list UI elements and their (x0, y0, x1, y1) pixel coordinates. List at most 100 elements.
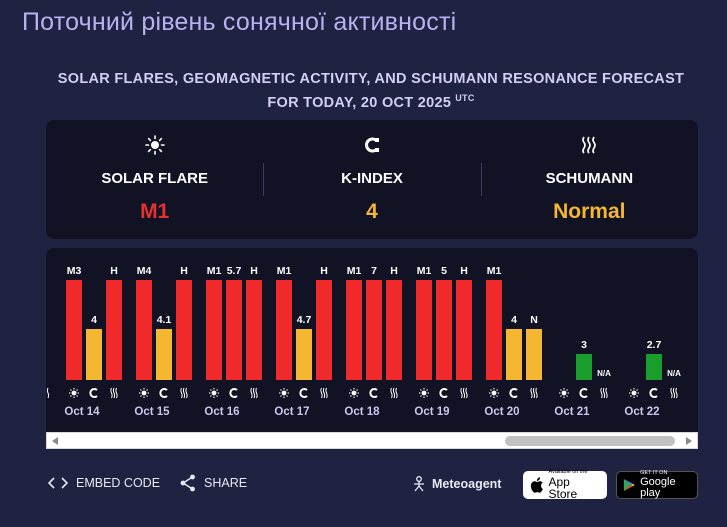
waves-icon (180, 387, 188, 399)
date-label: Oct 20 (484, 406, 519, 418)
day-group: M3 4 H Oct 14 (64, 265, 122, 418)
sun-icon (629, 388, 639, 398)
kindex-bar[interactable] (646, 354, 662, 380)
kindex-value-label: 4 (91, 314, 97, 326)
magnet-icon (299, 388, 308, 398)
date-label: Oct 17 (274, 406, 309, 418)
day-group: 2.7 N/A Oct 22 (624, 339, 681, 418)
chart-scrollbar[interactable] (46, 432, 698, 449)
date-label: Oct 21 (554, 406, 590, 418)
date-label: Oct 14 (64, 406, 100, 418)
sun-icon (489, 388, 499, 398)
waves-icon (46, 387, 50, 399)
kindex-value-label: 4.7 (297, 314, 312, 326)
google-play-icon (623, 478, 635, 492)
meteoagent-logo-icon (414, 476, 424, 492)
meteoagent-link[interactable]: Meteoagent (412, 476, 501, 492)
share-button[interactable]: SHARE (180, 474, 247, 492)
schumann-bar[interactable] (176, 280, 192, 380)
k-index-value: 4 (366, 200, 378, 223)
day-group: H (46, 387, 50, 399)
summary-schumann: SCHUMANN Normal (480, 120, 698, 239)
magnet-icon (509, 388, 518, 398)
waves-icon (320, 387, 328, 399)
utc-label: UTC (455, 93, 475, 103)
summary-solar-flare: SOLAR FLARE M1 (46, 120, 263, 239)
share-label: SHARE (204, 476, 248, 490)
kindex-bar[interactable] (226, 280, 242, 380)
flare-bar[interactable] (136, 280, 152, 380)
flare-bar[interactable] (276, 280, 292, 380)
schumann-value-label: H (390, 265, 398, 277)
schumann-waves-icon (582, 136, 597, 154)
app-store-badge[interactable]: Available on the App Store (523, 469, 607, 502)
forecast-chart[interactable]: H M3 4 H Oct 14 M4 4.1 H Oct 15 M1 5.7 H Oct 16 M1 4.7… (46, 248, 698, 432)
schumann-label: SCHUMANN (545, 170, 634, 187)
scroll-right-icon[interactable] (686, 437, 692, 445)
kindex-bar[interactable] (436, 280, 452, 380)
waves-icon (530, 387, 538, 399)
schumann-bar[interactable] (316, 280, 332, 380)
day-group: M1 5.7 H Oct 16 (204, 265, 262, 418)
google-play-small-text: GET IT ON (640, 469, 668, 476)
embed-code-button[interactable]: EMBED CODE (48, 476, 160, 490)
kindex-value-label: 5.7 (227, 265, 242, 277)
schumann-value-label: N/A (667, 369, 681, 378)
day-group: M4 4.1 H Oct 15 (134, 265, 192, 418)
forecast-bars-svg: H M3 4 H Oct 14 M4 4.1 H Oct 15 M1 5.7 H Oct 16 M1 4.7… (46, 265, 681, 418)
kindex-value-label: 7 (371, 265, 377, 277)
magnet-icon (159, 388, 168, 398)
summary-k-index: K-INDEX 4 (263, 120, 480, 239)
flare-bar[interactable] (66, 280, 82, 380)
schumann-bar[interactable] (106, 280, 122, 380)
magnet-icon (365, 137, 379, 153)
schumann-bar[interactable] (526, 329, 542, 380)
schumann-value: Normal (553, 200, 626, 223)
flare-value-label: M1 (347, 265, 362, 277)
schumann-bar[interactable] (386, 280, 402, 380)
share-icon (180, 474, 195, 492)
sun-icon (139, 388, 149, 398)
date-label: Oct 22 (624, 406, 659, 418)
kindex-bar[interactable] (366, 280, 382, 380)
sun-icon (559, 388, 569, 398)
magnet-icon (369, 388, 378, 398)
kindex-bar[interactable] (86, 329, 102, 380)
kindex-bar[interactable] (156, 329, 172, 380)
waves-icon (670, 387, 678, 399)
flare-bar[interactable] (346, 280, 362, 380)
kindex-bar[interactable] (296, 329, 312, 380)
waves-icon (250, 387, 258, 399)
day-group: M1 4 N Oct 20 (484, 265, 542, 418)
google-play-badge[interactable]: GET IT ON Google play (616, 469, 698, 499)
schumann-bar[interactable] (246, 280, 262, 380)
sun-icon (69, 388, 79, 398)
flare-value-label: M1 (487, 265, 502, 277)
k-index-label: K-INDEX (341, 170, 403, 187)
page-title: Поточний рівень сонячної активності (22, 8, 457, 36)
kindex-value-label: 5 (441, 265, 447, 277)
schumann-value-label: H (250, 265, 258, 277)
schumann-value-label: N (530, 314, 538, 326)
day-group: 3 N/A Oct 21 (554, 339, 611, 418)
flare-bar[interactable] (206, 280, 222, 380)
kindex-value-label: 3 (581, 339, 587, 351)
kindex-value-label: 4.1 (157, 314, 172, 326)
solar-flare-value: M1 (140, 200, 170, 223)
scroll-left-icon[interactable] (52, 437, 58, 445)
kindex-bar[interactable] (506, 329, 522, 380)
scrollbar-thumb[interactable] (505, 436, 675, 446)
app-store-big-text: App Store (548, 475, 578, 502)
kindex-value-label: 4 (511, 314, 517, 326)
date-label: Oct 16 (204, 406, 239, 418)
schumann-bar[interactable] (456, 280, 472, 380)
date-label: Oct 15 (134, 406, 170, 418)
kindex-bar[interactable] (576, 354, 592, 380)
schumann-value-label: H (460, 265, 468, 277)
flare-bar[interactable] (486, 280, 502, 380)
date-label: Oct 18 (344, 406, 380, 418)
apple-icon (530, 477, 543, 493)
kindex-value-label: 2.7 (647, 339, 662, 351)
flare-value-label: M1 (207, 265, 222, 277)
flare-bar[interactable] (416, 280, 432, 380)
